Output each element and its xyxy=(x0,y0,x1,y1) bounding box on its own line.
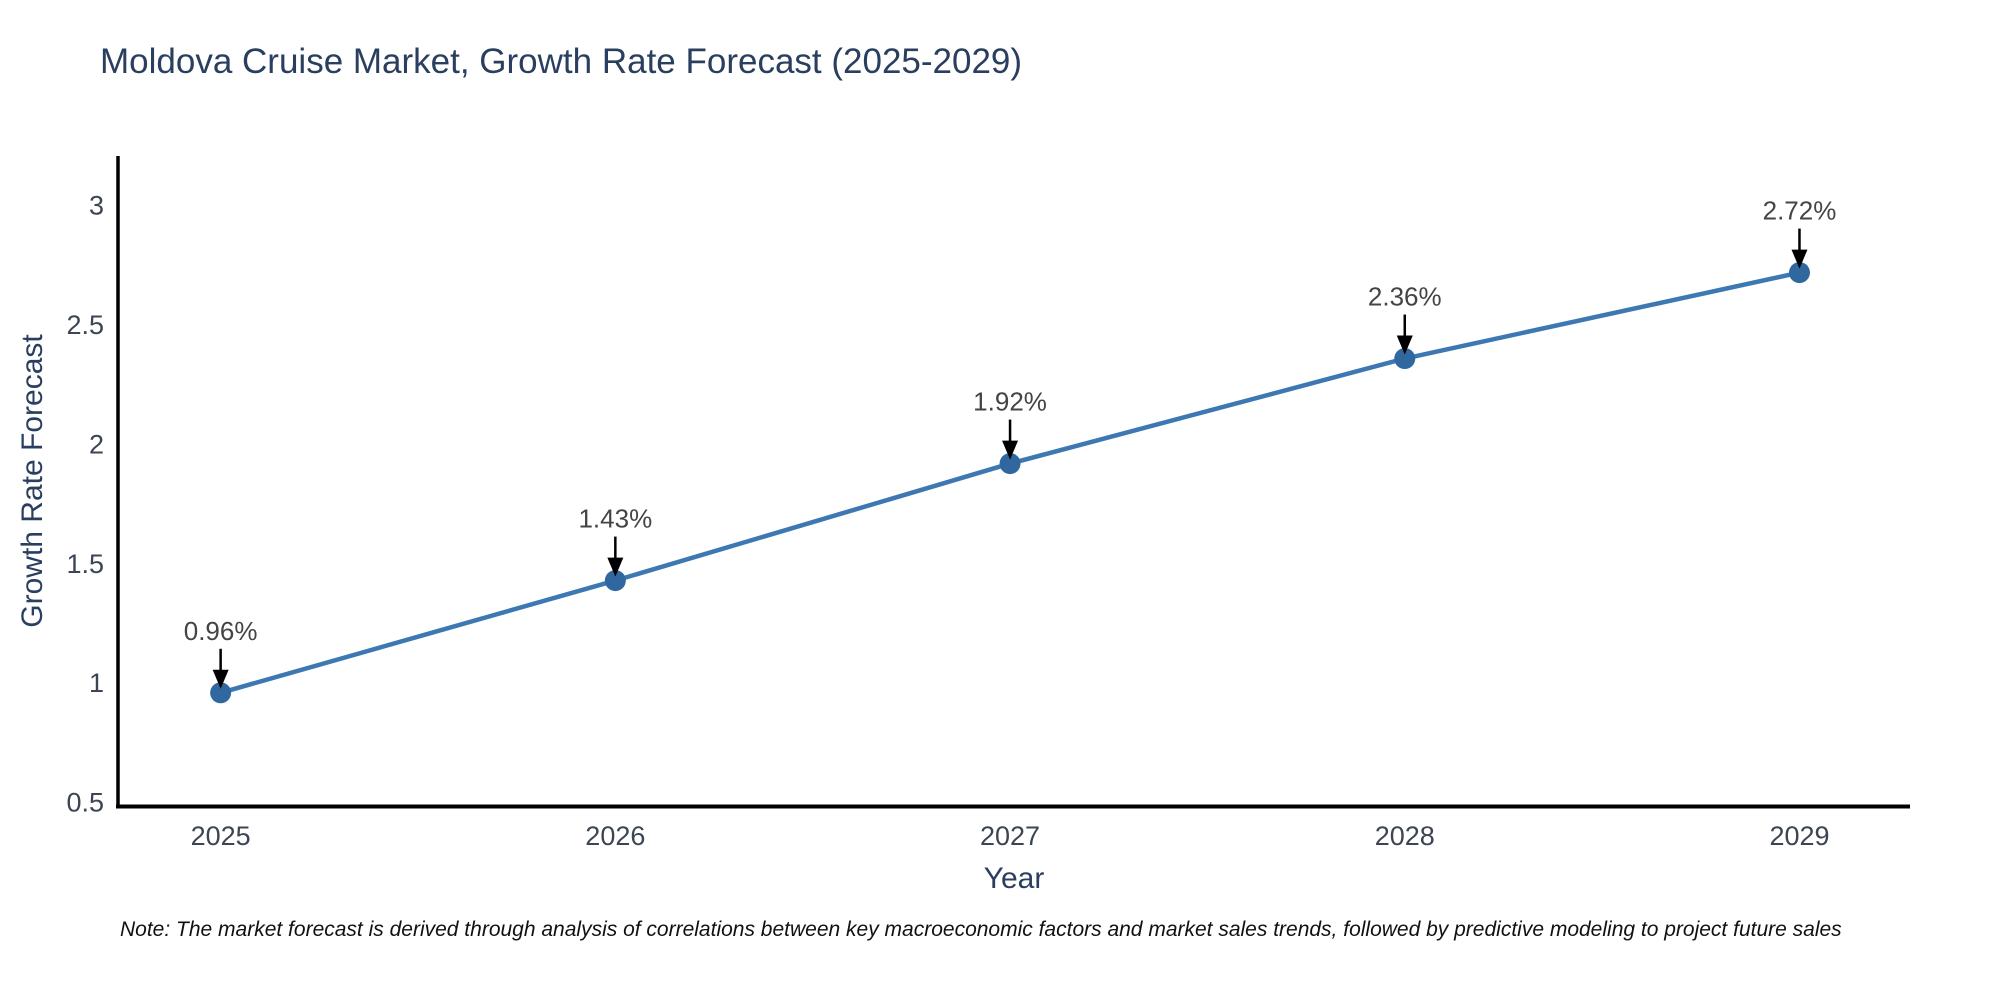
annotation-arrow-head xyxy=(212,669,229,689)
x-tick-label: 2026 xyxy=(585,821,645,851)
chart-title: Moldova Cruise Market, Growth Rate Forec… xyxy=(100,42,1023,81)
point-value-label: 2.72% xyxy=(1763,196,1837,226)
annotation-arrow-head xyxy=(1002,440,1019,460)
y-tick-label: 1.5 xyxy=(66,549,104,579)
y-tick-label: 2 xyxy=(89,429,104,459)
data-point-marker[interactable] xyxy=(1788,262,1810,284)
y-tick-label: 1 xyxy=(89,668,104,698)
annotation-arrow-head xyxy=(607,557,624,577)
x-tick-label: 2025 xyxy=(191,821,251,851)
y-tick-label: 3 xyxy=(89,191,104,221)
x-axis-title: Year xyxy=(983,862,1045,895)
y-axis-title: Growth Rate Forecast xyxy=(16,334,49,628)
data-point-marker[interactable] xyxy=(604,570,626,592)
footnote: Note: The market forecast is derived thr… xyxy=(120,918,1842,941)
x-tick-label: 2027 xyxy=(980,821,1040,851)
data-point-marker[interactable] xyxy=(210,682,232,704)
x-tick-label: 2028 xyxy=(1375,821,1435,851)
y-tick-label: 0.5 xyxy=(66,788,104,818)
trend-line xyxy=(218,270,1802,696)
point-value-label: 1.92% xyxy=(973,387,1047,417)
y-tick-label: 2.5 xyxy=(66,310,104,340)
annotation-arrow-head xyxy=(1396,335,1413,355)
annotation-arrow-head xyxy=(1791,249,1808,269)
point-value-label: 1.43% xyxy=(578,504,652,534)
x-tick-label: 2029 xyxy=(1769,821,1829,851)
point-value-label: 0.96% xyxy=(184,616,258,646)
point-value-label: 2.36% xyxy=(1368,282,1442,312)
data-point-marker[interactable] xyxy=(999,453,1021,475)
data-point-marker[interactable] xyxy=(1394,348,1416,370)
